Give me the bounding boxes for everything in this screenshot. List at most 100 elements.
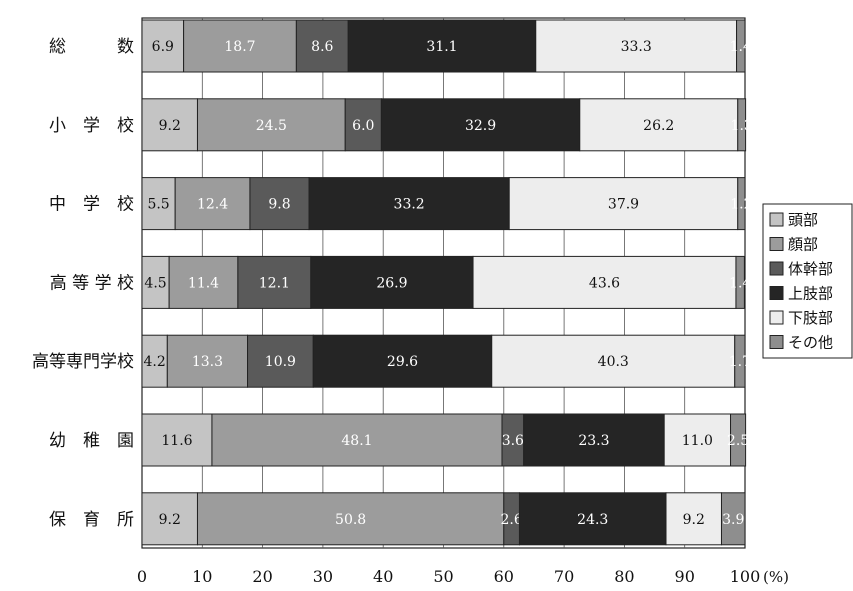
bar-segment [736, 19, 746, 73]
data-label: 3.6 [502, 433, 524, 449]
category-label: 幼 稚 園 [49, 431, 134, 451]
legend-label: 顔部 [788, 236, 818, 254]
bar-segment [735, 255, 745, 309]
category-label: 小 学 校 [49, 116, 134, 136]
bar-segment [141, 255, 170, 309]
bar-segment [249, 177, 310, 231]
data-label: 29.6 [387, 354, 418, 370]
data-label: 11.4 [188, 275, 219, 291]
x-tick-label: 50 [433, 567, 453, 586]
x-tick-label: 40 [373, 567, 393, 586]
bar-segment [737, 177, 746, 231]
bar-segment [737, 98, 747, 152]
bar-segment [720, 492, 746, 546]
data-label: 1.7 [729, 354, 751, 370]
bar-segment [141, 177, 176, 231]
bar-segment [308, 177, 510, 231]
data-label: 4.5 [144, 275, 166, 291]
data-label: 1.2 [730, 197, 752, 213]
bar-segment [166, 334, 249, 388]
x-tick-label: 0 [137, 567, 147, 586]
bar-segment [579, 98, 739, 152]
bar-group: 6.9 18.7 8.6 31.1 33.3 1.4 9.2 24.5 6.0 32.9 26.2 1… [141, 19, 753, 546]
category-label: 中 学 校 [49, 195, 134, 215]
x-tick-label: 10 [192, 567, 212, 586]
legend-swatch [769, 237, 784, 251]
data-label: 33.3 [621, 39, 652, 55]
data-label: 31.1 [426, 39, 457, 55]
data-label: 48.1 [341, 433, 372, 449]
bar-segment [168, 255, 239, 309]
x-tick-label: 60 [494, 567, 514, 586]
data-label: 6.9 [152, 39, 174, 55]
category-label: 総 数 [49, 37, 134, 57]
data-label: 12.1 [259, 275, 290, 291]
data-label: 33.2 [394, 197, 425, 213]
data-label: 4.2 [144, 354, 166, 370]
bar-segment [312, 334, 493, 388]
bar-segment [518, 492, 667, 546]
bar-segment [141, 413, 213, 467]
bar-segment [247, 334, 314, 388]
data-label: 18.7 [224, 39, 255, 55]
data-label: 11.6 [161, 433, 192, 449]
data-label: 9.8 [268, 197, 290, 213]
bar-segment [295, 19, 349, 73]
data-label: 1.4 [729, 275, 751, 291]
bar-segment [196, 98, 346, 152]
bar-segment [237, 255, 312, 309]
bar-segment [734, 334, 746, 388]
data-label: 40.3 [598, 354, 629, 370]
bar-segment [310, 255, 474, 309]
bar-segment [663, 413, 732, 467]
bar-segment [347, 19, 537, 73]
x-tick-label: 20 [252, 567, 272, 586]
legend-swatch [769, 335, 784, 349]
bar-segment [535, 19, 738, 73]
legend-label: 体幹部 [788, 260, 833, 278]
data-label: 23.3 [578, 433, 609, 449]
legend-box [762, 203, 853, 359]
data-label: 43.6 [589, 275, 620, 291]
bar-segment [380, 98, 581, 152]
data-label: 50.8 [335, 512, 366, 528]
data-label: 11.0 [682, 433, 713, 449]
x-tick-label: 100 [730, 567, 761, 586]
data-label: 2.5 [727, 433, 749, 449]
data-label: 5.5 [147, 197, 169, 213]
legend-label: 上肢部 [788, 285, 833, 303]
data-label: 13.3 [192, 354, 223, 370]
data-label: 37.9 [608, 197, 639, 213]
data-label: 12.4 [197, 197, 228, 213]
data-label: 9.2 [683, 512, 705, 528]
bar-segment [665, 492, 722, 546]
bar-segment [211, 413, 503, 467]
x-tick-label: 70 [554, 567, 574, 586]
bar-segment [141, 334, 168, 388]
category-label: 保 育 所 [49, 510, 134, 530]
bar-segment [141, 492, 198, 546]
bar-segment [491, 334, 736, 388]
data-label: 26.2 [643, 118, 674, 134]
bar-segment [196, 492, 505, 546]
data-label: 1.3 [731, 118, 753, 134]
data-label: 2.6 [501, 512, 523, 528]
data-label: 24.3 [577, 512, 608, 528]
data-label: 24.5 [256, 118, 287, 134]
data-label: 6.0 [352, 118, 374, 134]
x-tick-label: 90 [675, 567, 695, 586]
bar-segment [730, 413, 747, 467]
data-label: 8.6 [311, 39, 333, 55]
x-axis-ticks: 0 10 20 30 40 50 60 70 80 90 100 [137, 567, 760, 586]
data-label: 9.2 [159, 512, 181, 528]
x-tick-label: 80 [614, 567, 634, 586]
legend-swatch [769, 286, 784, 300]
data-label: 3.9 [722, 512, 744, 528]
legend-swatch [769, 310, 784, 325]
data-label: 1.4 [730, 39, 752, 55]
x-axis-unit: (%) [763, 568, 789, 586]
legend-label: 頭部 [788, 211, 818, 229]
